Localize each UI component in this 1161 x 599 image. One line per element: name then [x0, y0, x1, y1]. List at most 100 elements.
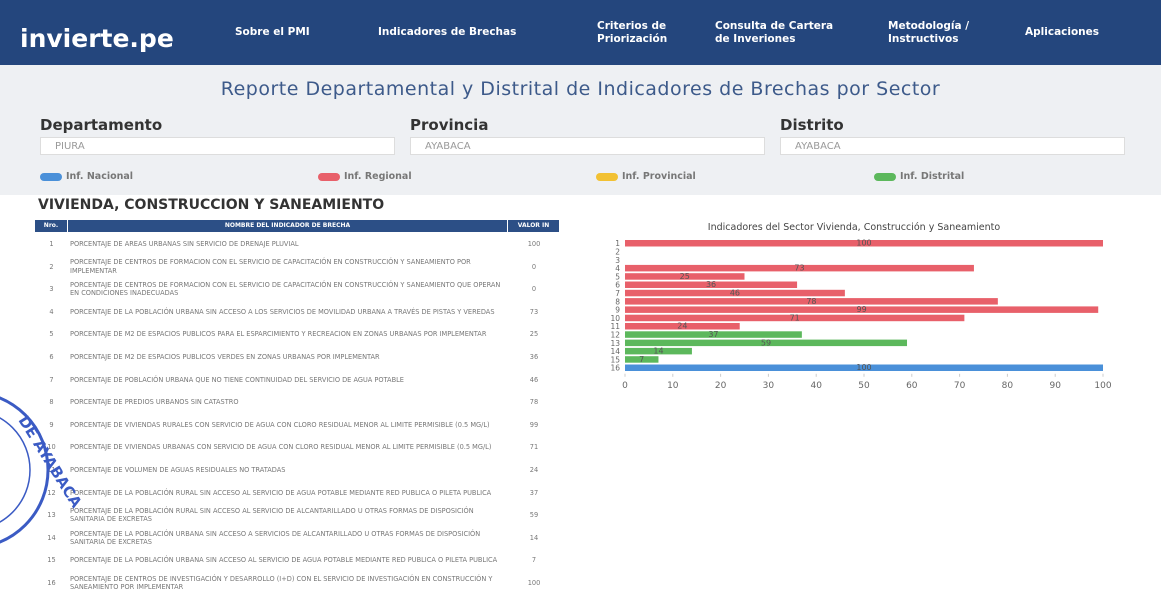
indicator-name: PORCENTAJE DE VIVIENDAS URBANAS CON SERV…	[70, 443, 492, 452]
data-label: 46	[730, 289, 740, 298]
filter-label: Departamento	[40, 116, 163, 134]
filter-select[interactable]: AYABACA	[410, 137, 765, 155]
nav-item-line: Criterios de	[597, 20, 667, 32]
y-tick-label: 1	[615, 239, 620, 248]
nav-item-line: Aplicaciones	[1025, 26, 1100, 38]
y-tick-label: 11	[610, 322, 620, 331]
row-number: 10	[47, 443, 56, 452]
indicator-name: PORCENTAJE DE CENTROS DE INVESTIGACIÓN Y…	[70, 574, 493, 592]
y-tick-label: 15	[610, 355, 620, 364]
legend-swatch	[874, 172, 896, 181]
legend-item: Inf. Nacional	[40, 171, 133, 182]
data-label: 7	[639, 355, 644, 364]
data-label: 78	[806, 297, 816, 306]
x-tick-label: 0	[622, 381, 628, 391]
legend-label: Inf. Regional	[344, 171, 412, 182]
indicator-name: PORCENTAJE DE CENTROS DE FORMACION CON E…	[70, 258, 471, 275]
nav-item-line: de Inveriones	[715, 33, 796, 45]
indicator-name: PORCENTAJE DE M2 DE ESPACIOS PUBLICOS VE…	[70, 353, 380, 362]
nav-item[interactable]: Consulta de Cartera de Inveriones	[715, 20, 833, 46]
indicator-value: 99	[529, 420, 539, 429]
indicator-name: PORCENTAJE DE VOLUMEN DE AGUAS RESIDUALE…	[70, 466, 286, 475]
bar	[625, 323, 740, 330]
row-number: 11	[47, 466, 56, 475]
filter-select[interactable]: PIURA	[40, 137, 395, 155]
row-number: 8	[49, 398, 54, 407]
x-tick-label: 10	[667, 381, 679, 391]
row-number: 9	[49, 420, 54, 429]
legend-item: Inf. Regional	[318, 171, 412, 182]
legend-label: Inf. Nacional	[66, 171, 134, 182]
x-tick-label: 20	[715, 381, 727, 391]
data-label: 37	[708, 330, 718, 339]
nav-item[interactable]: Aplicaciones	[1025, 26, 1099, 39]
nav-item-line: Sobre el PMI	[235, 26, 310, 38]
y-tick-label: 10	[610, 314, 620, 323]
row-number: 2	[49, 262, 54, 271]
indicator-value: 100	[527, 240, 541, 249]
table-header: Nro.	[35, 220, 67, 232]
legend-swatch	[40, 172, 62, 181]
data-label: 99	[857, 305, 867, 314]
legend-item: Inf. Distrital	[874, 171, 964, 182]
filter-label: Distrito	[780, 116, 844, 134]
legend-label: Inf. Provincial	[622, 171, 696, 182]
bar	[625, 298, 998, 305]
x-tick-label: 80	[1002, 381, 1014, 391]
indicator-value: 7	[531, 556, 537, 565]
data-label: 25	[680, 272, 690, 281]
bar	[625, 356, 659, 363]
row-number: 1	[49, 240, 54, 249]
indicator-value: 0	[531, 285, 537, 294]
nav-item[interactable]: Criterios de Priorización	[597, 20, 667, 46]
brand[interactable]: invierte.pe	[20, 24, 174, 53]
indicator-value: 100	[527, 579, 541, 588]
x-tick-label: 90	[1049, 381, 1061, 391]
row-number: 5	[49, 330, 54, 339]
section-title: VIVIENDA, CONSTRUCCION Y SANEAMIENTO	[38, 197, 385, 213]
bar	[625, 281, 798, 288]
indicator-value: 25	[529, 330, 539, 339]
nav-item[interactable]: Sobre el PMI	[235, 26, 310, 39]
data-label: 24	[677, 322, 687, 331]
indicator-value: 14	[529, 533, 539, 542]
x-tick-label: 60	[906, 381, 918, 391]
x-tick-label: 70	[954, 381, 966, 391]
x-tick-label: 40	[810, 381, 822, 391]
row-number: 16	[47, 579, 56, 588]
indicator-name: PORCENTAJE DE CENTROS DE FORMACION CON E…	[70, 280, 501, 298]
stamp	[0, 396, 50, 544]
indicator-value: 59	[529, 511, 539, 520]
y-tick-label: 14	[610, 347, 620, 356]
y-tick-label: 4	[615, 264, 620, 273]
y-tick-label: 3	[615, 256, 620, 265]
legend-swatch	[596, 172, 618, 181]
bar	[625, 240, 1103, 247]
nav-item[interactable]: Metodología / Instructivos	[888, 20, 969, 46]
chart-title: Indicadores del Sector Vivienda, Constru…	[708, 222, 1001, 233]
stamp-text: DE AYABACA	[15, 413, 86, 512]
y-tick-label: 16	[610, 364, 620, 373]
row-number: 15	[47, 556, 56, 565]
nav-item-line: Priorización	[597, 33, 668, 45]
stamp-inner	[0, 417, 31, 523]
indicator-name: PORCENTAJE DE LA POBLACIÓN RURAL SIN ACC…	[70, 506, 474, 524]
y-tick-label: 5	[615, 272, 620, 281]
filter-select[interactable]: AYABACA	[780, 137, 1125, 155]
bar	[625, 331, 802, 338]
bar	[625, 339, 908, 347]
legend-swatch	[318, 172, 340, 181]
nav-item[interactable]: Indicadores de Brechas	[378, 26, 516, 39]
row-number: 7	[49, 375, 54, 384]
indicator-name: PORCENTAJE DE AREAS URBANAS SIN SERVICIO…	[70, 240, 299, 249]
bar	[625, 347, 692, 355]
x-tick-label: 100	[1094, 381, 1111, 391]
indicator-value: 36	[529, 353, 539, 362]
indicator-value: 71	[529, 443, 539, 452]
data-label: 73	[794, 264, 804, 273]
data-label: 14	[653, 347, 663, 356]
data-label: 71	[790, 313, 800, 322]
bar	[625, 273, 745, 280]
